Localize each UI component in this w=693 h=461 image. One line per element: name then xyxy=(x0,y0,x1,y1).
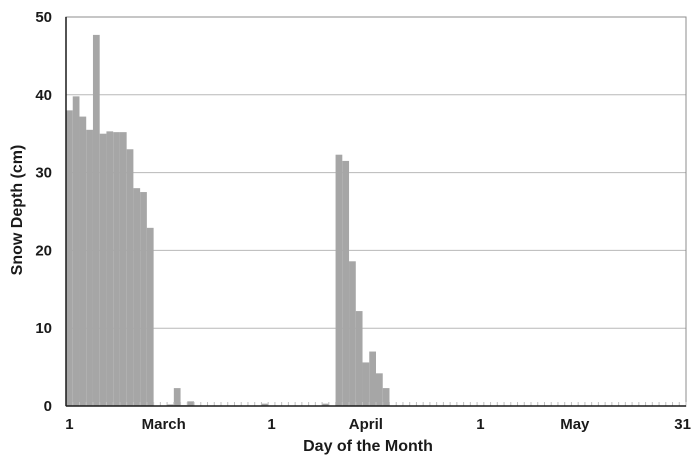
bar xyxy=(113,132,120,407)
y-tick-label: 10 xyxy=(35,320,52,337)
x-axis-title: Day of the Month xyxy=(303,438,433,455)
y-tick-label: 20 xyxy=(35,242,52,259)
bar xyxy=(342,160,350,406)
y-tick-label: 0 xyxy=(44,398,52,415)
bar xyxy=(106,131,114,406)
bar xyxy=(79,116,87,407)
x-tick-label: 1 xyxy=(476,416,484,433)
bar xyxy=(355,311,363,406)
bar xyxy=(382,388,390,406)
y-tick-label: 50 xyxy=(35,9,52,26)
x-tick-label: May xyxy=(560,416,590,433)
y-axis-title: Snow Depth (cm) xyxy=(9,145,26,276)
plot-frame xyxy=(65,16,687,407)
bar xyxy=(72,96,80,406)
bar xyxy=(86,129,93,406)
bar xyxy=(362,362,370,406)
bar xyxy=(66,110,73,407)
bar xyxy=(140,192,147,406)
x-tick-label: 1 xyxy=(267,416,275,433)
x-tick-labels: 1 March 1 April 1 May 31 xyxy=(65,416,691,433)
bar xyxy=(126,149,134,406)
bar xyxy=(173,388,181,406)
bar xyxy=(92,34,100,406)
bar xyxy=(369,351,376,406)
gridlines xyxy=(66,16,686,329)
bar xyxy=(349,261,356,406)
bars xyxy=(66,34,390,407)
x-tick-label: March xyxy=(142,416,186,433)
bar xyxy=(146,227,154,406)
y-tick-label: 40 xyxy=(35,87,52,104)
bar xyxy=(133,188,141,406)
axes xyxy=(65,16,687,407)
x-tick-label: 31 xyxy=(674,416,691,433)
bar xyxy=(322,403,329,406)
x-tick-label: April xyxy=(349,416,383,433)
bar xyxy=(335,154,343,406)
bar xyxy=(376,373,383,406)
y-tick-label: 30 xyxy=(35,165,52,182)
bar xyxy=(119,132,127,407)
y-tick-labels: 0 10 20 30 40 50 xyxy=(35,9,52,415)
bar xyxy=(99,133,107,406)
bar xyxy=(167,404,174,406)
bar xyxy=(187,401,195,406)
x-tick-label: 1 xyxy=(65,416,73,433)
bar xyxy=(261,403,269,406)
